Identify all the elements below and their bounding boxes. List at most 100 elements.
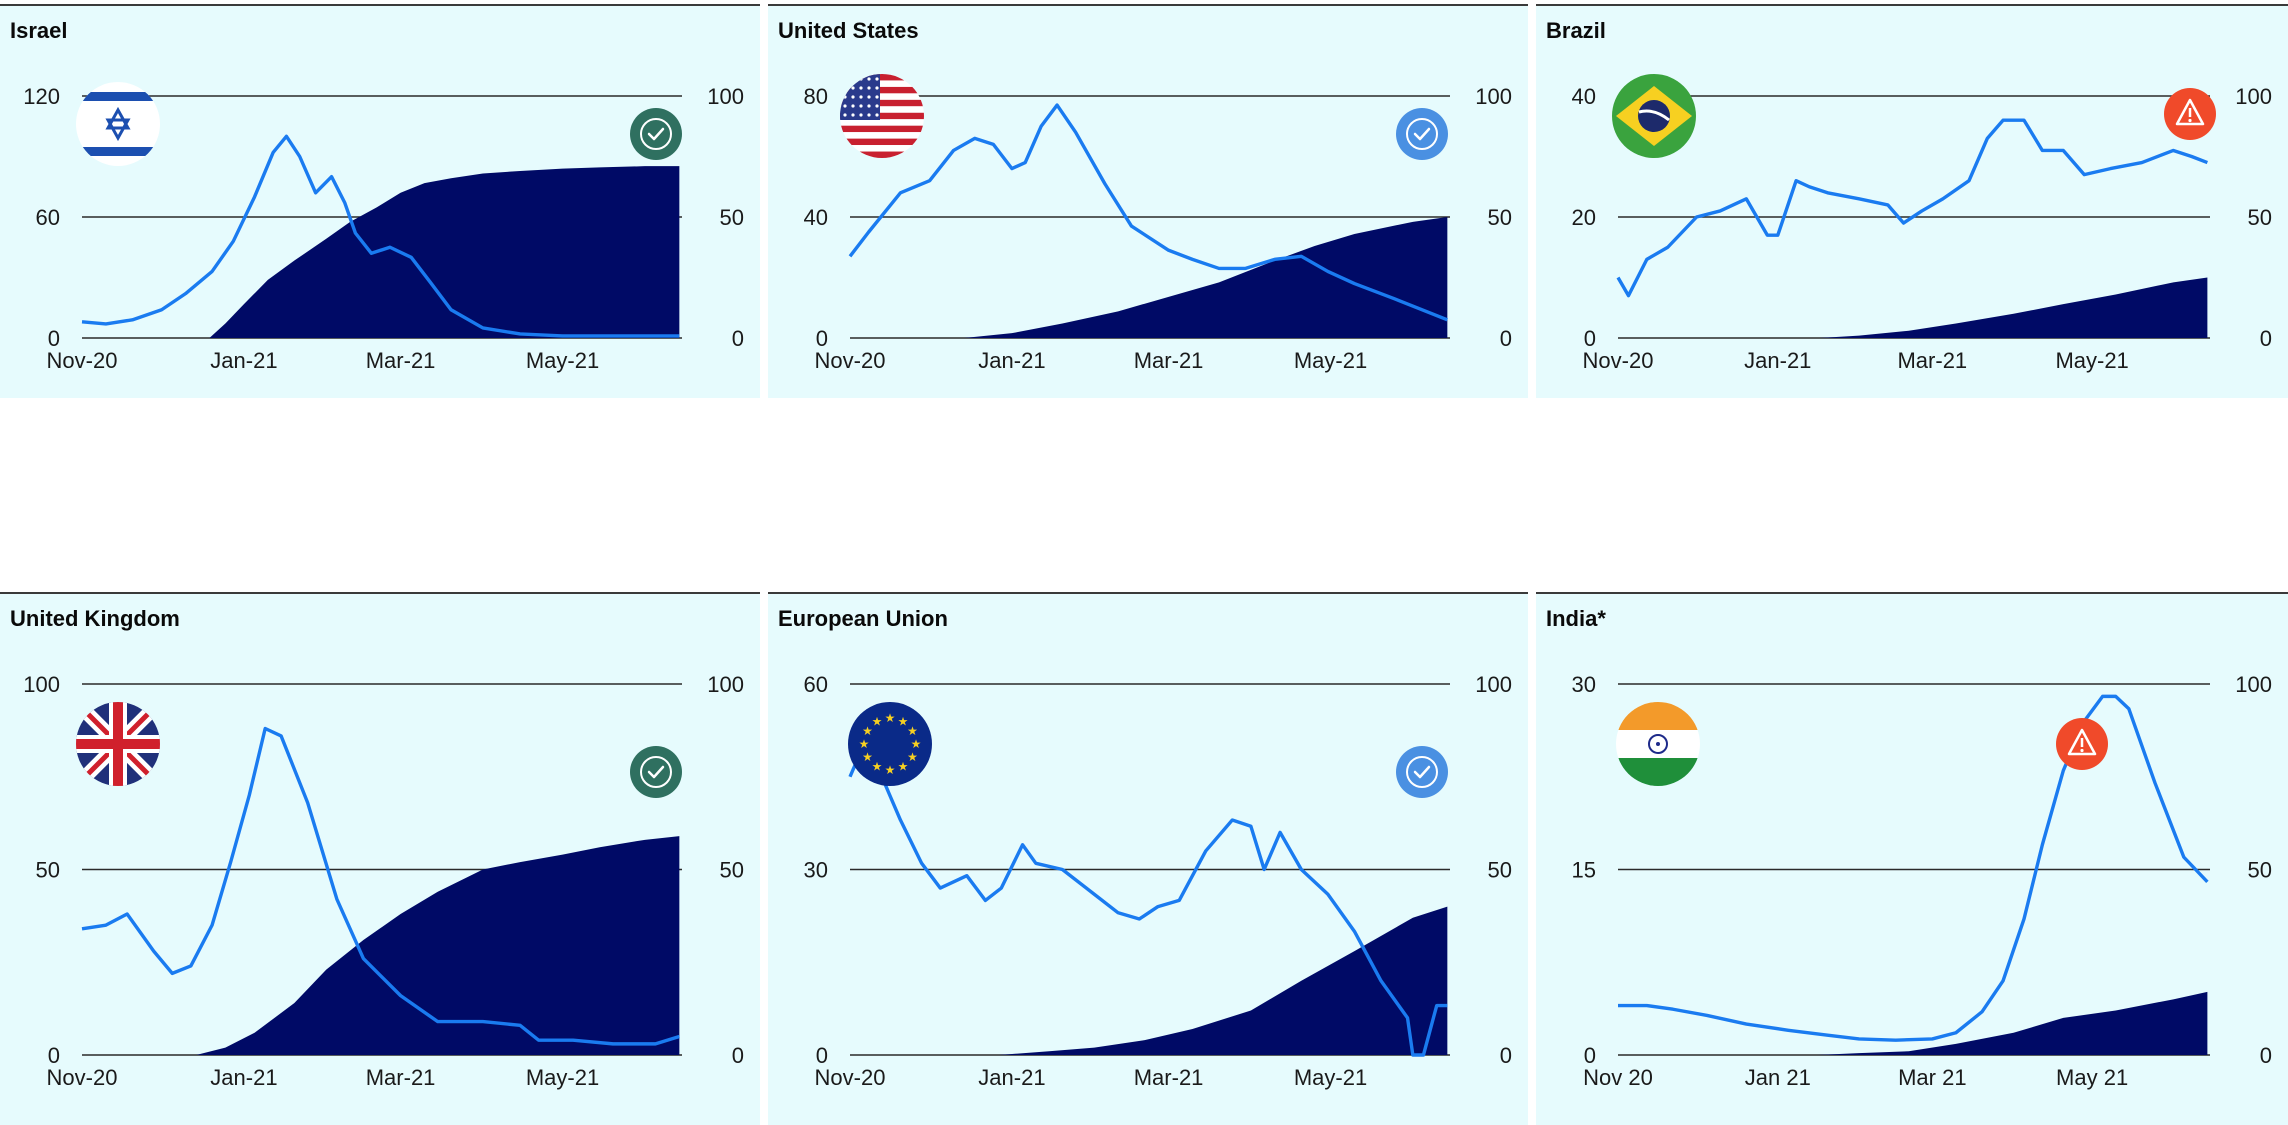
check-circle [1396,108,1448,160]
chart-svg: 0 20 40 0 50 100 Nov-20 Jan-21 Mar-21 May-21 [1572,84,2272,373]
check-mark [1413,765,1431,779]
check-ring [1406,756,1438,788]
warning-dot [2188,118,2192,123]
right-tick-label: 50 [720,858,744,883]
left-tick-label: 20 [1572,205,1596,230]
uk-flag-icon [76,702,160,786]
chart-panel-united-states: United States 0 40 80 0 50 100 Nov-20 Jan-21 Mar… [768,4,1528,398]
x-tick-label: Nov-20 [815,1065,886,1090]
svg-text:★: ★ [898,714,909,728]
x-tick-label: May-21 [526,348,599,373]
vaccination-area [196,836,680,1055]
x-tick-label: Mar-21 [366,348,436,373]
status-check-icon [1396,746,1448,798]
left-tick-label: 40 [1572,84,1596,109]
vaccination-area [998,906,1448,1055]
chart-svg: 0 40 80 0 50 100 Nov-20 Jan-21 Mar-21 May-21 [804,84,1512,373]
left-tick-label: 0 [48,326,60,351]
israel-flag-icon [76,82,160,166]
x-tick-label: Mar-21 [366,1065,436,1090]
svg-text:★: ★ [911,737,922,751]
right-tick-label: 0 [732,326,744,351]
cases-line [81,726,680,1046]
left-tick-label: 0 [48,1043,60,1068]
right-tick-label: 100 [1475,672,1512,697]
check-circle [630,108,682,160]
left-tick-label: 0 [816,1043,828,1068]
x-tick-label: May-21 [1294,1065,1367,1090]
x-tick-label: Nov-20 [47,348,118,373]
chart-panel-brazil: Brazil 0 20 40 0 50 100 Nov-20 Jan-21 Mar-21 May-… [1536,4,2288,398]
check-ring [640,118,672,150]
right-tick-label: 100 [2235,672,2272,697]
x-tick-label: Nov-20 [1583,348,1654,373]
warning-triangle [2067,728,2097,756]
x-tick-label: Nov 20 [1583,1065,1653,1090]
svg-text:★: ★ [907,724,918,738]
x-tick-label: May-21 [526,1065,599,1090]
status-check-icon [630,746,682,798]
right-tick-label: 100 [2235,84,2272,109]
chart-panel-india: India* 0 15 30 0 50 100 Nov 20 Jan 21 Mar 21 May … [1536,592,2288,1125]
status-warning-icon [2056,718,2108,770]
chart-svg: 0 60 120 0 50 100 Nov-20 Jan-21 Mar-21 May-21 [23,84,744,373]
chart-svg: 0 50 100 0 50 100 Nov-20 Jan-21 Mar-21 May-21 [23,672,744,1090]
right-tick-label: 0 [732,1043,744,1068]
x-tick-label: Mar-21 [1134,348,1204,373]
vaccination-area [1819,277,2208,338]
right-tick-label: 50 [2248,858,2272,883]
panel-title: India* [1546,606,1606,631]
svg-text:★: ★ [872,760,883,774]
left-tick-label: 30 [804,858,828,883]
right-tick-label: 0 [2260,326,2272,351]
panel-title: United States [778,18,919,43]
status-check-icon [630,108,682,160]
status-check-icon [1396,108,1448,160]
right-tick-label: 50 [1488,858,1512,883]
left-tick-label: 80 [804,84,828,109]
panel-title: Brazil [1546,18,1606,43]
x-tick-label: Mar 21 [1898,1065,1966,1090]
left-tick-label: 0 [1584,1043,1596,1068]
x-tick-label: Jan-21 [1744,348,1811,373]
india-flag-icon [1616,702,1700,786]
x-tick-label: May-21 [2055,348,2128,373]
svg-text:★: ★ [885,711,896,725]
x-tick-label: Mar-21 [1134,1065,1204,1090]
svg-text:★: ★ [872,714,883,728]
svg-text:★: ★ [862,724,873,738]
vaccination-area [209,166,680,338]
x-tick-label: Jan-21 [210,348,277,373]
x-tick-label: Mar-21 [1897,348,1967,373]
chart-panel-european-union: European Union 0 30 60 0 50 100 Nov-20 Jan-21 Ma… [768,592,1528,1125]
svg-text:★: ★ [859,737,870,751]
check-ring [1406,118,1438,150]
chart-panel-israel: Israel 0 60 120 0 50 100 Nov-20 Jan-21 Mar-21 May… [0,4,760,398]
warning-dot [2080,748,2084,753]
cases-line [1616,118,2208,298]
right-tick-label: 0 [2260,1043,2272,1068]
right-tick-label: 50 [2248,205,2272,230]
svg-text:★: ★ [907,750,918,764]
x-tick-label: Nov-20 [815,348,886,373]
left-tick-label: 0 [1584,326,1596,351]
right-tick-label: 100 [707,672,744,697]
panel-title: United Kingdom [10,606,180,631]
check-circle [630,746,682,798]
check-ring [640,756,672,788]
x-tick-label: Nov-20 [47,1065,118,1090]
cases-line [81,134,680,338]
x-tick-label: Jan-21 [978,348,1045,373]
left-tick-label: 15 [1572,858,1596,883]
panel-title: European Union [778,606,948,631]
brazil-flag-icon [1612,74,1696,158]
left-tick-label: 60 [36,205,60,230]
left-tick-label: 30 [1572,672,1596,697]
vaccination-area [1817,991,2208,1055]
cases-line [848,750,1448,1057]
check-mark [1413,127,1431,141]
warning-triangle [2175,98,2205,126]
left-tick-label: 120 [23,84,60,109]
svg-text:★: ★ [885,763,896,777]
cases-line [848,103,1448,322]
